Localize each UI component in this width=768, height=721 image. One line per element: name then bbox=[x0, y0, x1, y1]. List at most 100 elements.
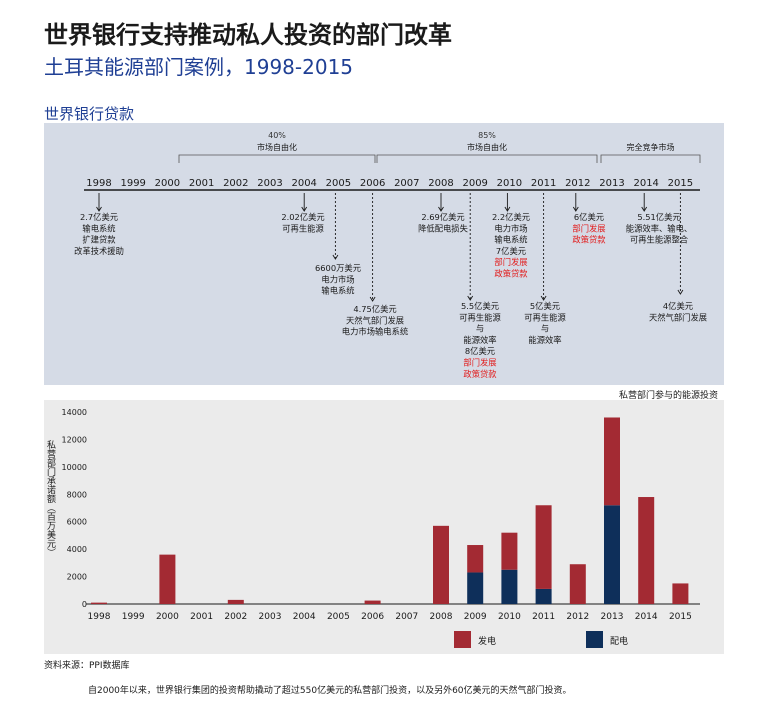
bar-distribution-2013 bbox=[604, 505, 620, 604]
loan-text: 4.75亿美元 bbox=[353, 304, 396, 314]
timeline-panel: 1998 1999 2000 2001 2002 2003 2004 2005 2006 2007… bbox=[44, 123, 724, 385]
loan-text: 5亿美元 bbox=[530, 301, 560, 311]
timeline-year-label: 2004 bbox=[291, 178, 316, 189]
x-tick-label: 2007 bbox=[395, 612, 418, 622]
loan-arrow-icon bbox=[504, 206, 511, 212]
x-tick-label: 2010 bbox=[498, 612, 521, 622]
timeline-svg: 1998 1999 2000 2001 2002 2003 2004 2005 2006 2007… bbox=[74, 131, 707, 379]
loan-text: 电力市场输电系统 bbox=[342, 327, 408, 337]
bar-generation-2011 bbox=[535, 505, 552, 589]
phase-bracket bbox=[376, 154, 598, 163]
timeline-year-label: 2005 bbox=[326, 178, 351, 189]
loan-arrow-icon bbox=[332, 254, 339, 260]
bar-generation-2009 bbox=[467, 545, 484, 573]
bar-chart-svg: 0 2000 4000 6000 8000 10000 12000 14000 私营部门承诺额（… bbox=[45, 408, 700, 648]
timeline-year-label: 2008 bbox=[428, 178, 453, 189]
loan-text: 电力市场 bbox=[494, 223, 527, 233]
loan-arrow-icon bbox=[301, 206, 308, 212]
bar-chart-panel: 0 2000 4000 6000 8000 10000 12000 14000 私营部门承诺额（… bbox=[44, 400, 724, 654]
loan-text: 2.7亿美元 bbox=[80, 212, 118, 222]
loan-arrow-icon bbox=[572, 206, 579, 212]
timeline-year-label: 2001 bbox=[189, 178, 214, 189]
bar-generation-2008 bbox=[433, 525, 449, 604]
timeline-year-label: 2010 bbox=[497, 178, 522, 189]
section-label: 世界银行贷款 bbox=[44, 105, 135, 123]
loan-arrow-icon bbox=[96, 206, 102, 212]
x-tick-label: 1998 bbox=[88, 612, 111, 622]
timeline-year-label: 2012 bbox=[565, 178, 590, 189]
loan-text: 8亿美元 bbox=[465, 346, 495, 356]
phase-label: 市场自由化 bbox=[467, 142, 507, 152]
y-tick-label: 2000 bbox=[67, 573, 87, 582]
timeline-year-label: 2009 bbox=[462, 178, 487, 189]
phase-bracket bbox=[600, 154, 701, 163]
loan-text: 改革技术援助 bbox=[74, 246, 124, 256]
phase-label: 完全竞争市场 bbox=[627, 142, 675, 152]
loan-text: 4亿美元 bbox=[663, 301, 693, 311]
bar-generation-2006 bbox=[364, 600, 381, 604]
phase-label: 市场自由化 bbox=[257, 142, 297, 152]
x-tick-label: 2001 bbox=[190, 612, 213, 622]
loan-text: 2.02亿美元 bbox=[281, 212, 324, 222]
x-tick-label: 1999 bbox=[122, 612, 145, 622]
timeline-year-label: 2006 bbox=[360, 178, 385, 189]
footnote: 自2000年以来，世界银行集团的投资帮助撬动了超过550亿美元的私营部门投资，以… bbox=[88, 686, 572, 696]
loan-text: 输电系统 bbox=[494, 235, 527, 245]
loan-text: 天然气部门发展 bbox=[346, 315, 404, 325]
legend-swatch bbox=[586, 631, 603, 648]
bar-distribution-2011 bbox=[535, 588, 552, 604]
y-tick-label: 14000 bbox=[62, 408, 87, 417]
loan-policy-text: 部门发展 bbox=[463, 358, 496, 368]
y-tick-label: 10000 bbox=[62, 463, 87, 472]
loan-policy-text: 政策贷款 bbox=[494, 269, 528, 279]
timeline-year-label: 2013 bbox=[599, 178, 624, 189]
y-tick-label: 8000 bbox=[67, 490, 87, 499]
loan-text: 输电系统 bbox=[82, 223, 115, 233]
loan-text: 6亿美元 bbox=[574, 212, 604, 222]
bar-generation-2015 bbox=[672, 583, 689, 604]
loan-text: 可再生能源 bbox=[459, 312, 501, 322]
loan-text: 与 bbox=[476, 324, 484, 334]
loan-text: 可再生能源 bbox=[282, 223, 324, 233]
x-tick-label: 2005 bbox=[327, 612, 350, 622]
timeline-year-label: 1998 bbox=[86, 178, 111, 189]
timeline-year-label: 2000 bbox=[155, 178, 180, 189]
bar-generation-2012 bbox=[569, 564, 586, 604]
x-tick-label: 2013 bbox=[601, 612, 624, 622]
x-tick-label: 2009 bbox=[464, 612, 487, 622]
loan-policy-text: 部门发展 bbox=[572, 223, 605, 233]
loan-text: 2.69亿美元 bbox=[421, 212, 464, 222]
y-tick-label: 0 bbox=[82, 600, 87, 609]
loan-text: 电力市场 bbox=[321, 274, 354, 284]
x-tick-label: 2004 bbox=[293, 612, 316, 622]
loan-text: 天然气部门发展 bbox=[649, 312, 707, 322]
loan-text: 输电系统 bbox=[321, 286, 354, 296]
y-axis-label: 私营部门承诺额（百万美元） bbox=[45, 440, 56, 557]
loan-text: 可再生能源 bbox=[524, 312, 566, 322]
timeline-year-label: 2011 bbox=[531, 178, 556, 189]
timeline-year-label: 2003 bbox=[257, 178, 282, 189]
y-tick-label: 12000 bbox=[62, 435, 87, 444]
x-tick-label: 2002 bbox=[224, 612, 247, 622]
legend-label: 发电 bbox=[478, 635, 496, 647]
source-note: 资料来源：PPI数据库 bbox=[44, 661, 130, 671]
bar-generation-2000 bbox=[159, 554, 176, 604]
loan-arrow-icon bbox=[369, 296, 376, 302]
loan-text: 6600万美元 bbox=[315, 263, 361, 273]
timeline-year-label: 2015 bbox=[668, 178, 693, 189]
x-tick-label: 2012 bbox=[566, 612, 589, 622]
loan-arrow-icon bbox=[467, 295, 474, 301]
x-tick-label: 2015 bbox=[669, 612, 692, 622]
legend-swatch bbox=[454, 631, 471, 648]
x-tick-label: 2000 bbox=[156, 612, 179, 622]
timeline-year-label: 2007 bbox=[394, 178, 419, 189]
bar-generation-2010 bbox=[501, 532, 518, 570]
phase-bracket bbox=[178, 154, 376, 163]
bar-generation-2014 bbox=[638, 497, 655, 604]
loan-arrow-icon bbox=[641, 206, 648, 212]
loan-policy-text: 部门发展 bbox=[494, 257, 527, 267]
loan-policy-text: 政策贷款 bbox=[463, 369, 497, 379]
loan-text: 降低配电损失 bbox=[418, 223, 468, 233]
loan-text: 可再生能源整合 bbox=[630, 235, 689, 245]
loan-text: 能源效率 bbox=[528, 335, 561, 345]
